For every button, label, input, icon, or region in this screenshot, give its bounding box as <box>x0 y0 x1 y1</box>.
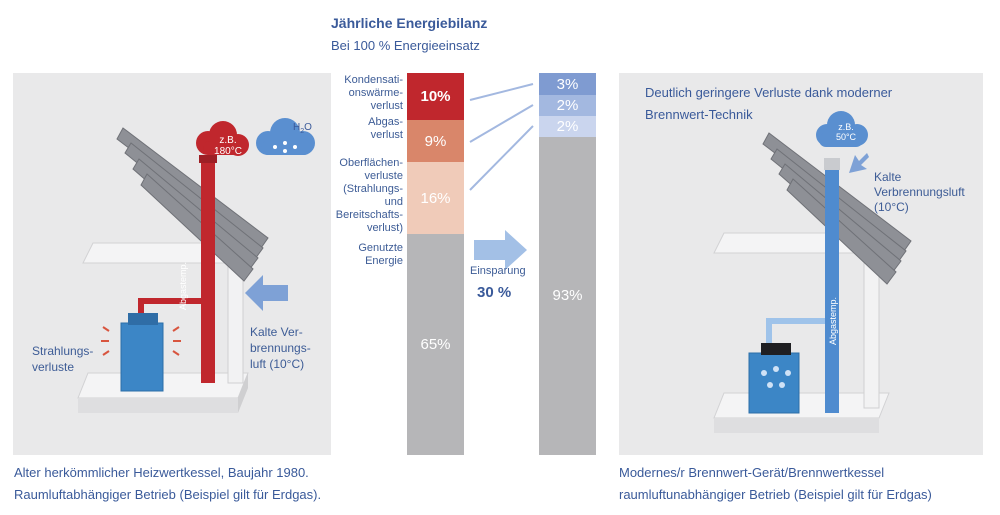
right-cold-air-line1: Kalte <box>874 170 902 184</box>
bar1-abgas: 9% <box>407 120 464 162</box>
bar1-genutzt: 65% <box>407 234 464 455</box>
label-genutzt-1: Genutzte <box>358 242 403 254</box>
h2o-h: H <box>293 122 301 133</box>
bar2-genutzt-value: 93% <box>552 287 583 304</box>
h2o-o: O <box>304 122 312 133</box>
label-kondensation-3: verlust <box>370 100 403 112</box>
h2o-sub: 2 <box>300 128 305 135</box>
red-cloud-line1: z.B. <box>219 135 237 146</box>
left-cold-air-line2: brennungs- <box>250 341 311 355</box>
right-headline-line2: Brennwert-Technik <box>645 107 753 122</box>
right-headline: Deutlich geringere Verluste dank moderne… <box>645 82 892 126</box>
left-caption: Alter herkömmlicher Heizwertkessel, Bauj… <box>14 462 321 506</box>
chart-subtitle: Bei 100 % Energieeinsatz <box>331 38 480 53</box>
bar1-oberflaeche-value: 16% <box>420 189 451 207</box>
bar2-kondensation: 3% <box>539 73 596 95</box>
label-oberflaeche-4: und <box>384 196 403 208</box>
savings-arrow <box>474 230 527 270</box>
right-cold-air-line2: Verbrennungsluft <box>874 185 965 199</box>
bar1-genutzt-value: 65% <box>420 336 451 353</box>
label-kondensation-2: onswärme- <box>348 87 403 99</box>
left-house-illustration <box>77 118 315 413</box>
bar2-genutzt: 93% <box>539 137 596 455</box>
label-oberflaeche-3: (Strahlungs- <box>343 183 403 195</box>
chart-title: Jährliche Energiebilanz <box>331 15 488 31</box>
red-cloud-line2: 180°C <box>214 146 242 157</box>
label-oberflaeche-1: Oberflächen- <box>339 157 403 169</box>
label-oberflaeche-6: verlust) <box>366 222 403 234</box>
red-cloud-text: z.B. 180°C <box>208 135 248 157</box>
connector-kondensation <box>469 83 534 101</box>
radiation-line2: verluste <box>32 360 75 374</box>
right-chimney-label: Abgastemp. <box>828 296 838 345</box>
label-oberflaeche-5: Bereitschafts- <box>335 209 403 221</box>
label-kondensation: Kondensati- onswärme- verlust <box>344 74 403 113</box>
einsparung-value: 30 % <box>477 284 512 301</box>
bar2-abgas-value: 2% <box>556 97 579 114</box>
right-house-illustration <box>713 111 912 433</box>
left-caption-line1: Alter herkömmlicher Heizwertkessel, Bauj… <box>14 465 309 480</box>
label-genutzt: Genutzte Energie <box>358 242 403 268</box>
right-cloud-line2: 50°C <box>835 132 857 142</box>
connector-abgas <box>469 104 534 143</box>
right-caption-line2: raumluftunabhängiger Betrieb (Beispiel g… <box>619 487 932 502</box>
label-abgas: Abgas- verlust <box>368 116 403 142</box>
label-oberflaeche-2: verluste <box>364 170 403 182</box>
right-cloud-text: z.B. 50°C <box>831 122 861 142</box>
connector-oberflaeche <box>469 125 534 191</box>
label-abgas-1: Abgas- <box>368 116 403 128</box>
left-cold-air-line1: Kalte Ver- <box>250 325 303 339</box>
einsparung-label: Einsparung <box>470 265 526 277</box>
radiation-line1: Strahlungs- <box>32 344 94 358</box>
bar1-kondensation-value: 10% <box>420 88 451 105</box>
bar2-oberflaeche: 2% <box>539 116 596 137</box>
bar2-kondensation-value: 3% <box>556 75 579 93</box>
left-caption-line2: Raumluftabhängiger Betrieb (Beispiel gil… <box>14 487 322 502</box>
right-headline-line1: Deutlich geringere Verluste dank moderne… <box>645 85 893 100</box>
label-genutzt-2: Energie <box>365 255 403 267</box>
h2o-label: H2O <box>293 122 312 135</box>
label-abgas-2: verlust <box>370 129 403 141</box>
label-oberflaeche: Oberflächen- verluste (Strahlungs- und B… <box>336 157 403 235</box>
right-caption-line1: Modernes/r Brennwert-Gerät/Brennwertkess… <box>619 465 885 480</box>
radiation-loss-label: Strahlungs- verluste <box>32 343 93 375</box>
right-cloud-line1: z.B. <box>838 122 854 132</box>
right-cold-air-line3: (10°C) <box>874 200 909 214</box>
left-cold-air-label: Kalte Ver- brennungs- luft (10°C) <box>250 324 311 372</box>
right-illustration-panel <box>619 73 983 455</box>
bar1-abgas-value: 9% <box>424 132 447 150</box>
right-cold-air-label: Kalte Verbrennungsluft (10°C) <box>874 170 965 215</box>
bar1-oberflaeche: 16% <box>407 162 464 234</box>
left-cold-air-line3: luft (10°C) <box>250 357 305 371</box>
bar2-abgas: 2% <box>539 95 596 116</box>
label-kondensation-1: Kondensati- <box>344 74 403 86</box>
bar1-kondensation: 10% <box>407 73 464 120</box>
bar2-oberflaeche-value: 2% <box>556 118 579 135</box>
right-caption: Modernes/r Brennwert-Gerät/Brennwertkess… <box>619 462 932 506</box>
